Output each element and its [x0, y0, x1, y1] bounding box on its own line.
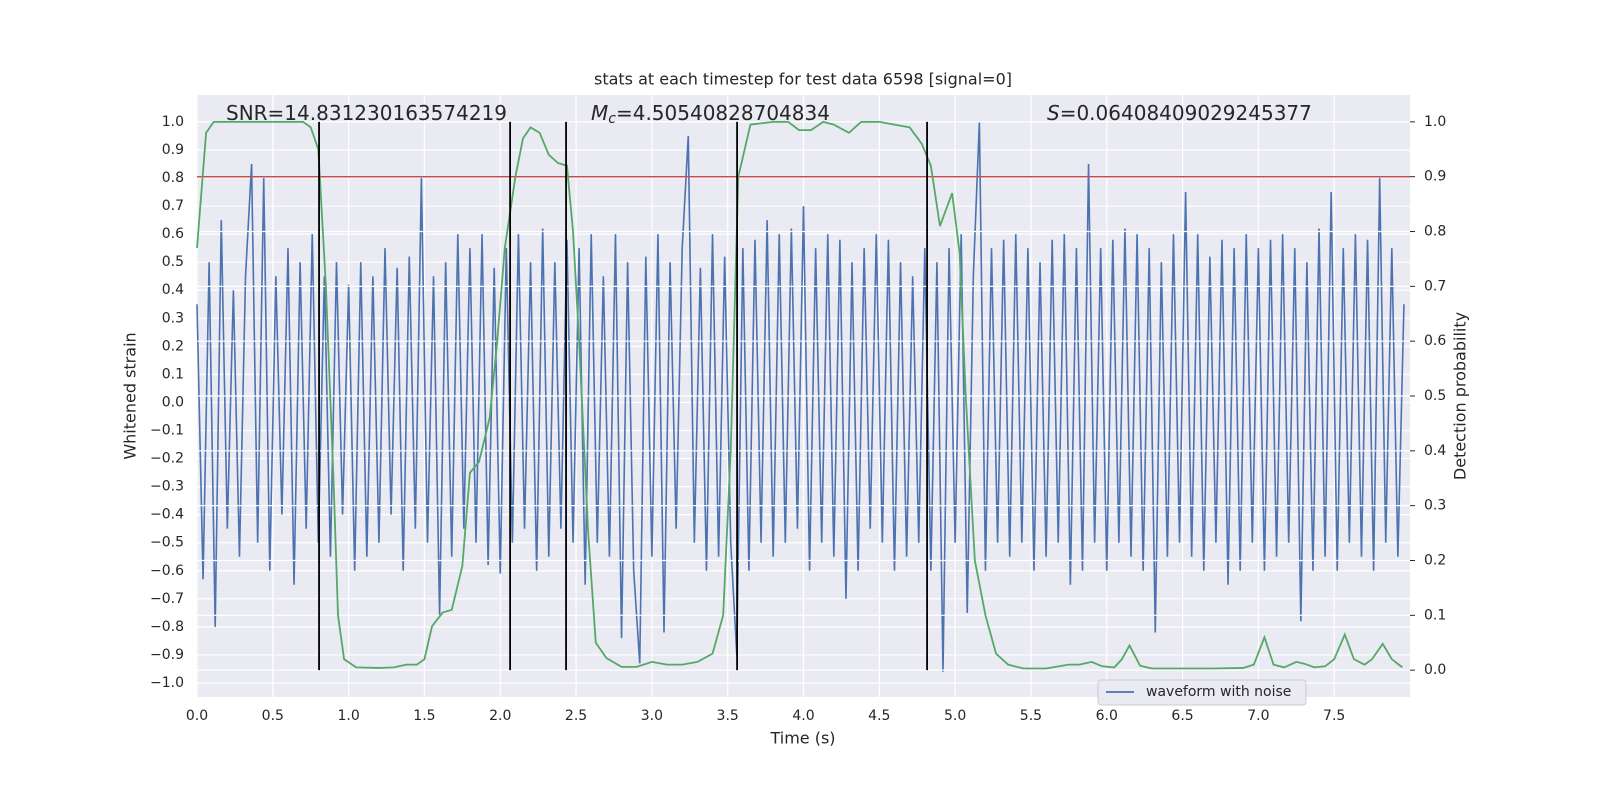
y-tick-label: −0.3 — [150, 479, 184, 495]
annotation-text: SNR=14.831230163574219 — [226, 101, 507, 125]
y-tick-label: −0.2 — [150, 451, 184, 467]
legend-box — [1097, 679, 1307, 706]
y-tick-label: 0.1 — [162, 366, 184, 382]
x-tick-label: 0.5 — [262, 708, 284, 724]
annotation-symbol: M — [591, 101, 608, 125]
y-axis-label: Whitened strain — [121, 332, 140, 459]
y2-tick-label: 0.0 — [1424, 662, 1446, 678]
y2-tick-label: 0.4 — [1424, 443, 1446, 459]
annotation: SNR=14.831230163574219 — [226, 101, 507, 125]
y2-tick-label: 0.8 — [1424, 224, 1446, 240]
y2-tick-label: 0.7 — [1424, 278, 1446, 294]
y-tick-label: 0.3 — [162, 310, 184, 326]
x-tick-label: 4.5 — [868, 708, 890, 724]
probability-line — [196, 120, 1403, 670]
annotation-text: =4.50540828704834 — [616, 101, 830, 125]
y-tick-label: −0.7 — [150, 591, 184, 607]
y-tick-label: −0.1 — [150, 423, 184, 439]
y2-tick-label: 0.5 — [1424, 388, 1446, 404]
y-tick-label: 0.9 — [162, 142, 184, 158]
y-tick-label: −0.8 — [150, 619, 184, 635]
y2-axis-label: Detection probability — [1451, 312, 1470, 480]
y2-tick-label: 0.6 — [1424, 333, 1446, 349]
y2-tick-label: 0.2 — [1424, 552, 1446, 568]
over-layer — [196, 120, 1415, 671]
x-tick-label: 0.0 — [186, 708, 208, 724]
x-tick-label: 2.5 — [565, 708, 587, 724]
annotation: S=0.06408409029245377 — [1047, 101, 1312, 125]
x-tick-label: 1.5 — [413, 708, 435, 724]
x-tick-label: 7.5 — [1323, 708, 1345, 724]
annotation-subscript: c — [608, 111, 616, 127]
x-axis-label: Time (s) — [769, 729, 835, 748]
chart-title: stats at each timestep for test data 659… — [594, 70, 1012, 89]
x-tick-label: 6.0 — [1096, 708, 1118, 724]
y-tick-label: 0.2 — [162, 338, 184, 354]
y-tick-label: 0.4 — [162, 282, 184, 298]
y2-tick-label: 1.0 — [1424, 114, 1446, 130]
legend-label: waveform with noise — [1146, 684, 1291, 700]
annotation-text: =0.06408409029245377 — [1060, 101, 1312, 125]
x-tick-label: 7.0 — [1247, 708, 1269, 724]
y-tick-label: 0.8 — [162, 170, 184, 186]
y-tick-label: 0.6 — [162, 226, 184, 242]
x-tick-label: 3.5 — [717, 708, 739, 724]
y-tick-label: −1.0 — [150, 675, 184, 691]
y-tick-label: −0.5 — [150, 535, 184, 551]
x-tick-label: 3.0 — [641, 708, 663, 724]
y-tick-label: −0.4 — [150, 507, 184, 523]
y2-tick-label: 0.3 — [1424, 498, 1446, 514]
annotation: Mc=4.50540828704834 — [591, 101, 830, 128]
y-tick-label: 0.0 — [162, 394, 184, 410]
y2-tick-label: 0.9 — [1424, 169, 1446, 185]
x-tick-label: 1.0 — [337, 708, 359, 724]
y-tick-label: 1.0 — [162, 114, 184, 130]
y2-tick-label: 0.1 — [1424, 607, 1446, 623]
x-tick-label: 6.5 — [1171, 708, 1193, 724]
y-tick-label: 0.5 — [162, 254, 184, 270]
y-tick-label: 0.7 — [162, 198, 184, 214]
waveform-line — [196, 121, 1405, 672]
y-tick-label: −0.6 — [150, 563, 184, 579]
x-tick-label: 4.0 — [792, 708, 814, 724]
y-tick-label: −0.9 — [150, 647, 184, 663]
legend: waveform with noise — [1097, 679, 1307, 706]
annotation-symbol: S — [1047, 101, 1060, 125]
x-tick-label: 5.0 — [944, 708, 966, 724]
x-tick-label: 5.5 — [1020, 708, 1042, 724]
x-tick-label: 2.0 — [489, 708, 511, 724]
